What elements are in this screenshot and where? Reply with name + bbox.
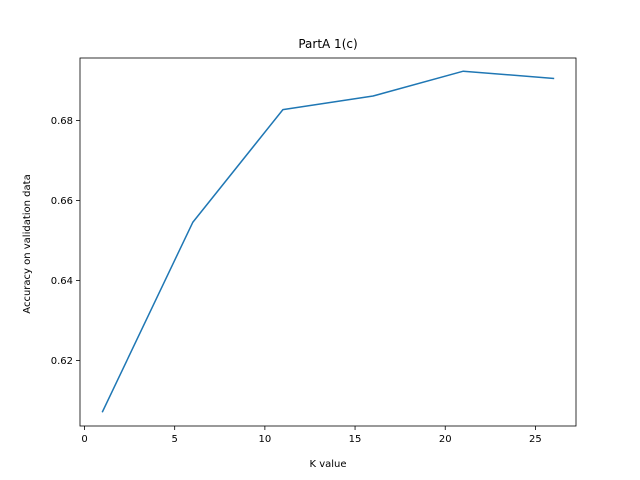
series-line-0 — [101, 70, 555, 413]
y-tick-label: 0.68 — [51, 116, 73, 127]
y-axis: 0.62 0.64 0.66 0.68 — [51, 116, 80, 367]
y-tick-label: 0.66 — [51, 196, 73, 207]
y-axis-label: Accuracy on validation data — [22, 174, 33, 313]
y-tick-label: 0.62 — [51, 356, 73, 367]
y-tick-label: 0.64 — [51, 276, 73, 287]
x-tick-label: 25 — [529, 434, 542, 445]
plot-frame — [79, 57, 577, 427]
x-axis-label: K value — [309, 459, 346, 470]
x-tick-label: 20 — [439, 434, 452, 445]
x-tick-label: 10 — [259, 434, 272, 445]
x-tick-label: 15 — [349, 434, 362, 445]
chart-title: PartA 1(c) — [298, 37, 357, 51]
x-axis: 0 5 10 15 20 25 — [81, 426, 542, 445]
plot-area — [79, 57, 577, 427]
x-tick-label: 5 — [172, 434, 178, 445]
x-tick-label: 0 — [81, 434, 87, 445]
